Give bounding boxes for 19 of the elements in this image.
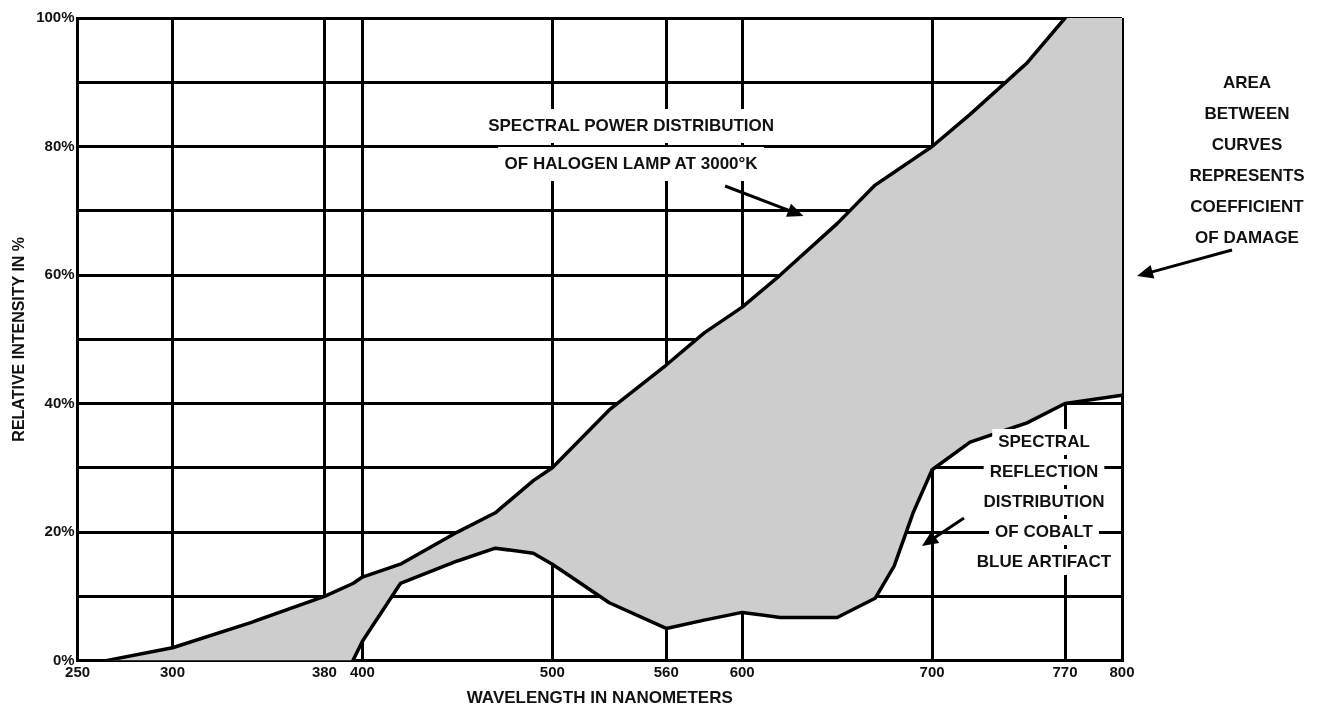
x-tick-label: 500 (539, 662, 565, 680)
x-tick-label: 770 (1052, 662, 1078, 680)
y-tick-label: 100% (36, 8, 75, 26)
x-tick-label: 700 (919, 662, 945, 680)
x-axis-title: WAVELENGTH IN NANOMETERS (466, 688, 733, 708)
x-tick-label: 300 (160, 662, 186, 680)
x-tick-label: 800 (1109, 662, 1135, 680)
x-tick-label: 400 (349, 662, 375, 680)
annotation: SPECTRAL POWER DISTRIBUTION OF HALOGEN LAMP AT 3000°K (488, 115, 775, 173)
y-tick-label: 60% (44, 265, 75, 283)
annotation: SPECTRAL REFLECTION DISTRIBUTION OF COBALT BLUE ARTIFACT (976, 431, 1112, 571)
text: AREA BETWEEN CURVES REPRESENTS COEFFICIENT OF DAMAGE (1189, 72, 1305, 247)
y-axis-title: RELATIVE INTENSITY IN % (10, 236, 28, 442)
y-tick-label: 40% (44, 393, 75, 411)
x-tick-label: 560 (653, 662, 679, 680)
y-tick-label: 80% (44, 136, 75, 154)
y-tick-label: 20% (44, 522, 75, 540)
x-tick-label: 380 (311, 662, 337, 680)
x-tick-label: 600 (729, 662, 755, 680)
